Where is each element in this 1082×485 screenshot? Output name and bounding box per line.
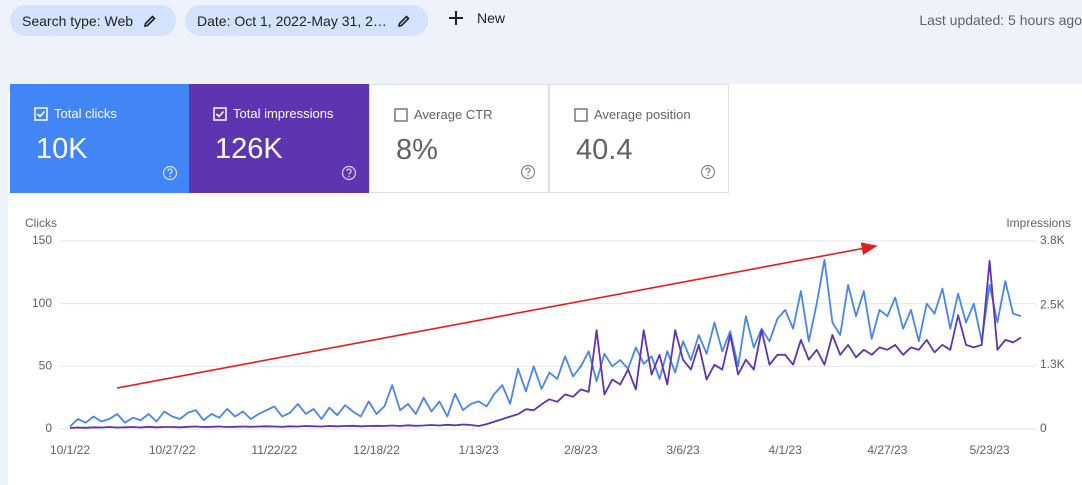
x-tick-label: 10/27/22	[149, 443, 196, 457]
metric-label: Total impressions	[233, 106, 334, 121]
metric-value: 8%	[396, 134, 438, 166]
series-line	[69, 259, 1022, 429]
metric-value: 40.4	[576, 134, 633, 166]
chip-label: Date: Oct 1, 2022-May 31, 2…	[197, 12, 387, 29]
y-tick-label: 0	[45, 421, 52, 435]
help-icon[interactable]	[162, 165, 178, 181]
y2-axis-title: Impressions	[1006, 216, 1071, 230]
metric-label: Average CTR	[414, 107, 493, 122]
annotation-arrow	[116, 242, 878, 389]
search-type-chip[interactable]: Search type: Web	[10, 5, 176, 36]
metric-card[interactable]: Total impressions 126K	[189, 84, 369, 193]
metric-value: 10K	[36, 133, 88, 165]
checkbox	[574, 107, 588, 122]
new-label: New	[477, 10, 506, 26]
edit-icon	[144, 14, 156, 27]
x-tick-label: 2/8/23	[564, 443, 598, 457]
checkbox	[394, 107, 408, 122]
y2-tick-label: 0	[1040, 421, 1047, 435]
x-tick-label: 4/27/23	[867, 443, 907, 457]
metric-card[interactable]: Total clicks 10K	[10, 84, 190, 193]
metric-card[interactable]: Average CTR 8%	[369, 84, 549, 193]
edit-icon	[397, 14, 410, 27]
help-icon[interactable]	[520, 164, 536, 180]
help-icon[interactable]	[341, 165, 357, 181]
plus-icon	[449, 11, 463, 25]
help-icon[interactable]	[700, 164, 716, 180]
checkbox	[34, 106, 48, 121]
x-tick-label: 5/23/23	[970, 443, 1010, 457]
x-tick-label: 4/1/23	[769, 443, 803, 457]
x-tick-label: 12/18/22	[353, 443, 400, 457]
metric-label: Average position	[594, 107, 691, 122]
new-button[interactable]: New	[447, 9, 505, 27]
x-tick-label: 3/6/23	[666, 443, 700, 457]
chip-label: Search type: Web	[22, 12, 134, 29]
y2-tick-label: 1.3K	[1040, 357, 1065, 371]
metric-value: 126K	[215, 133, 283, 165]
y2-tick-label: 2.5K	[1040, 297, 1065, 311]
x-tick-label: 10/1/22	[50, 443, 90, 457]
checkbox	[213, 106, 227, 121]
y-axis-title: Clicks	[25, 216, 57, 230]
y2-tick-label: 3.8K	[1040, 233, 1065, 247]
y-tick-label: 100	[32, 296, 52, 310]
y-tick-label: 50	[39, 359, 53, 373]
last-updated: Last updated: 5 hours ago	[919, 12, 1082, 28]
date-chip[interactable]: Date: Oct 1, 2022-May 31, 2…	[185, 5, 428, 36]
series-line	[69, 258, 1022, 428]
x-tick-label: 11/22/22	[251, 443, 297, 457]
metric-card[interactable]: Average position 40.4	[549, 84, 729, 193]
metric-label: Total clicks	[54, 106, 117, 121]
x-tick-label: 1/13/23	[459, 443, 499, 457]
y-tick-label: 150	[32, 233, 52, 247]
